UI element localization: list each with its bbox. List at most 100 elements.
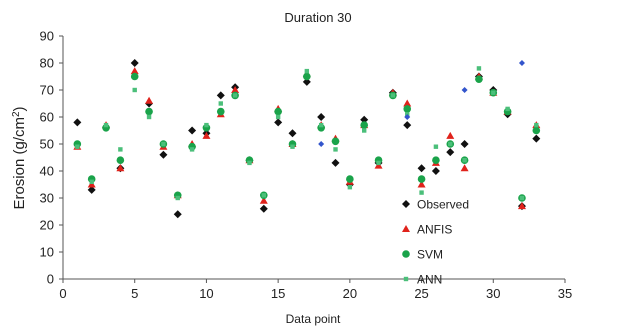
data-point [318,141,325,147]
x-tick-label: 35 [558,286,572,301]
data-point [175,195,180,201]
y-tick-label: 50 [40,137,54,152]
x-tick-label: 0 [59,286,66,301]
data-point [261,193,266,198]
data-point [103,122,109,128]
data-point [216,91,225,100]
data-point [505,106,510,112]
data-point [491,90,496,95]
data-point [446,131,455,139]
data-point [534,122,539,128]
data-point [274,107,282,116]
data-point [216,107,225,116]
data-point [432,156,440,164]
series-anfis [73,67,541,210]
data-point [403,99,412,107]
y-axis-label-end: ) [11,106,28,111]
data-point [161,141,166,147]
x-tick-label: 10 [199,286,213,301]
y-tick-label: 20 [40,218,54,233]
data-points [73,59,541,219]
legend-marker [402,225,410,232]
data-point [346,175,354,183]
x-tick-label: 25 [414,286,428,301]
data-point [159,150,168,159]
x-axis-ticks: 0 5 10 15 20 25 30 35 [59,279,572,301]
data-point [347,185,353,190]
series-extra [318,60,525,147]
legend-label: Observed [417,198,469,212]
data-point [87,185,96,194]
data-point [275,114,281,120]
x-axis-label: Data point [286,312,341,326]
data-point [403,121,412,130]
data-point [462,158,467,163]
data-point [116,156,125,164]
data-point [231,86,240,93]
y-tick-label: 90 [40,29,54,44]
data-point [360,121,369,129]
y-axis-label: Erosion (g/cm2) [11,106,28,209]
data-point [317,113,326,121]
data-point [417,164,426,173]
y-tick-label: 30 [40,191,54,206]
data-point [274,118,283,127]
legend-label: ANN [417,273,442,287]
chart-title: Duration 30 [284,10,351,25]
y-tick-label: 10 [40,245,54,260]
y-tick-label: 80 [40,56,54,71]
series-observed [73,59,541,219]
data-point [130,67,139,75]
data-point [75,144,80,149]
data-point [202,131,211,139]
y-axis-label-superscript: 2 [11,111,22,117]
data-point [318,122,324,128]
data-point [532,126,541,135]
data-point [362,128,367,133]
data-point [146,114,152,120]
x-tick-label: 20 [343,286,357,301]
data-point [145,107,153,116]
data-point [433,144,439,149]
data-point [417,180,426,188]
data-point [232,93,238,98]
y-axis-label-main: Erosion (g/cm [11,117,28,210]
data-point [173,210,182,219]
data-point [188,126,197,135]
data-point [404,114,411,120]
x-tick-label: 5 [131,286,138,301]
legend-marker [402,200,410,208]
data-point [89,179,94,184]
data-point [259,196,268,204]
data-point [304,68,310,74]
y-tick-label: 0 [47,272,54,287]
data-point [303,72,311,81]
data-point [118,147,123,152]
data-point [532,134,541,143]
y-axis-ticks: 0 10 20 30 40 50 60 70 80 90 [40,29,63,287]
series-ann [75,66,539,201]
data-point [460,164,469,172]
data-point [431,167,440,175]
data-point [145,96,154,104]
data-point [360,115,369,124]
data-point [333,147,338,152]
data-point [403,105,412,113]
data-point [390,93,396,98]
data-point [73,118,82,127]
y-tick-label: 70 [40,83,54,98]
data-point [518,60,525,66]
data-point [189,147,195,152]
data-point [517,202,526,210]
data-point [460,140,469,148]
legend: Observed ANFIS SVM ANN [402,198,469,287]
data-point [302,77,311,86]
data-point [331,137,340,146]
data-point [476,66,482,71]
legend-label: SVM [417,248,443,262]
data-point [374,161,383,169]
legend-marker [402,250,410,258]
data-point [247,160,252,166]
legend-label: ANFIS [417,223,452,237]
